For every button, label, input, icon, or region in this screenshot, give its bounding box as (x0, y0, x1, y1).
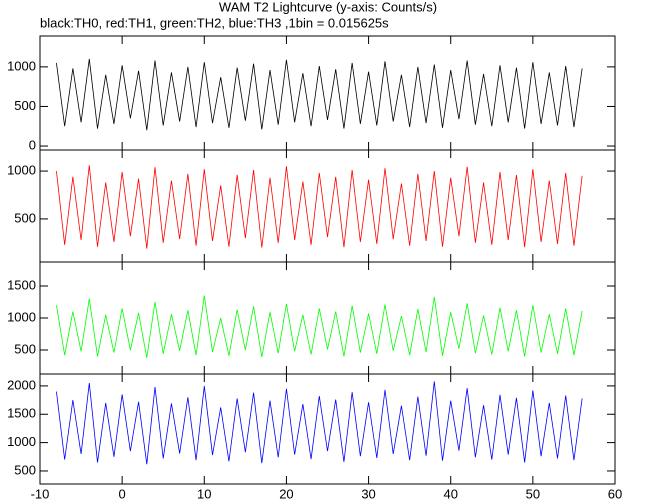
x-tick-label: 10 (197, 486, 211, 501)
x-tick-label: 30 (361, 486, 375, 501)
x-tick-label: 50 (526, 486, 540, 501)
panel-frame (39, 373, 616, 485)
light-curve (56, 381, 583, 465)
y-tick-label: 0 (29, 137, 36, 152)
y-tick-label: 500 (14, 98, 36, 113)
chart-title: WAM T2 Lightcurve (y-axis: Counts/s) (219, 0, 437, 14)
y-tick-label: 1000 (7, 434, 36, 449)
y-tick-label: 500 (14, 210, 36, 225)
y-tick-label: 1000 (7, 58, 36, 73)
y-tick-label: 1000 (7, 162, 36, 177)
y-tick-label: 1000 (7, 309, 36, 324)
y-tick-label: 2000 (7, 377, 36, 392)
light-curve (56, 295, 583, 358)
x-tick-label: 60 (608, 486, 622, 501)
y-tick-label: 500 (14, 341, 36, 356)
light-curve (56, 165, 583, 249)
x-tick-label: -10 (31, 486, 50, 501)
y-tick-label: 500 (14, 462, 36, 477)
light-curve (56, 58, 583, 131)
x-tick-label: 20 (279, 486, 293, 501)
x-tick-label: 40 (443, 486, 457, 501)
chart-subtitle: black:TH0, red:TH1, green:TH2, blue:TH3 … (40, 15, 389, 30)
x-tick-label: 0 (119, 486, 126, 501)
panel-frame (39, 261, 616, 375)
y-tick-label: 1500 (7, 277, 36, 292)
y-tick-label: 1500 (7, 406, 36, 421)
